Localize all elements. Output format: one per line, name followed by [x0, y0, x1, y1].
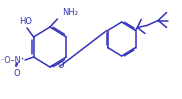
- Text: NH₂: NH₂: [62, 8, 78, 17]
- Text: HO: HO: [19, 17, 33, 26]
- Text: O: O: [58, 61, 64, 70]
- Text: ⁻O–N⁺: ⁻O–N⁺: [0, 56, 25, 65]
- Text: O: O: [13, 69, 20, 78]
